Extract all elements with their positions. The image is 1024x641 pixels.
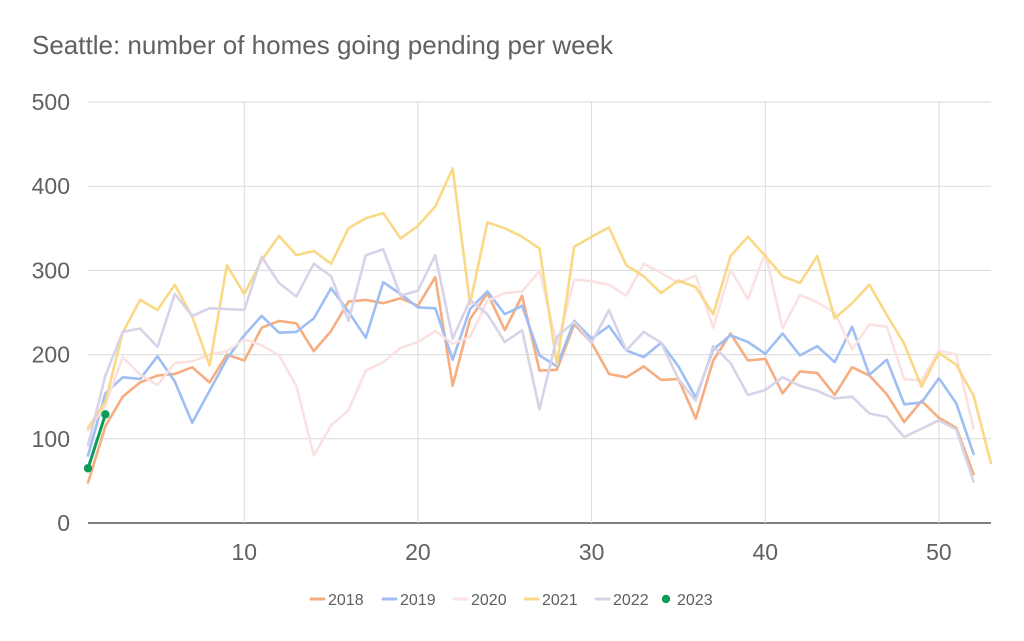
data-point-2023: [83, 464, 93, 473]
y-tick-label: 0: [57, 510, 70, 536]
series-line-2023: [86, 412, 107, 470]
legend-label-2022: 2022: [613, 592, 649, 609]
data-point-2023: [101, 410, 110, 419]
grid-layer: [88, 101, 991, 524]
legend-label-2020: 2020: [471, 592, 507, 609]
x-tick-label: 30: [579, 539, 605, 565]
legend: 2018 2019 2020 2021 2022 2023: [309, 592, 713, 609]
y-tick-label: 100: [32, 426, 70, 452]
series-line-2020: [86, 251, 975, 457]
y-tick-label: 300: [32, 257, 70, 283]
y-tick-label: 500: [32, 89, 70, 115]
y-tick-label: 200: [32, 342, 70, 368]
x-tick-label: 10: [231, 539, 257, 565]
legend-swatch-2023: [661, 594, 671, 604]
legend-label-2023: 2023: [677, 592, 713, 609]
legend-label-2018: 2018: [328, 592, 364, 609]
chart-title: Seattle: number of homes going pending p…: [32, 30, 614, 60]
axis-layer: 0 100 200 300 400 500 10 20 30 40 50: [32, 89, 952, 565]
x-tick-label: 50: [926, 539, 952, 565]
legend-label-2019: 2019: [400, 592, 436, 609]
series-line-2021: [86, 167, 993, 465]
legend-label-2021: 2021: [542, 592, 578, 609]
x-tick-label: 20: [405, 539, 431, 565]
x-tick-label: 40: [752, 539, 778, 565]
series-layer: [83, 167, 993, 484]
series-line-2019: [86, 280, 975, 457]
series-line-2022: [86, 248, 975, 484]
y-tick-label: 400: [32, 173, 70, 199]
